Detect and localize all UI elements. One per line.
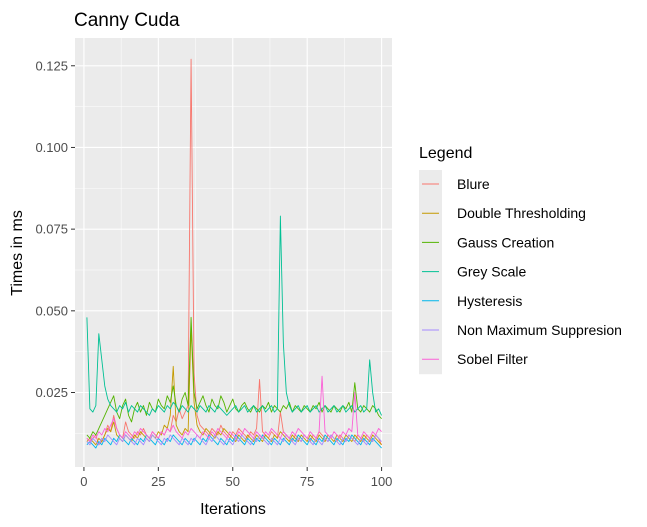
x-tick-label: 0	[80, 474, 87, 489]
x-tick-label: 100	[371, 474, 393, 489]
legend-label: Hysteresis	[457, 293, 522, 309]
y-tick-label: 0.075	[35, 222, 68, 237]
y-axis: 0.025 0.050 0.075 0.100 0.125	[35, 58, 75, 400]
plot-panel	[75, 38, 392, 467]
y-tick-label: 0.025	[35, 385, 68, 400]
x-tick-label: 50	[226, 474, 240, 489]
legend-label: Blure	[457, 176, 490, 192]
x-axis: 0 25 50 75 100	[80, 467, 392, 489]
x-tick-label: 75	[300, 474, 314, 489]
series-line-sobel-filter	[86, 375, 382, 442]
legend-label: Grey Scale	[457, 264, 526, 280]
series-line-hysteresis	[86, 434, 382, 449]
series-line-double-thresholding	[86, 326, 382, 446]
x-axis-title: Iterations	[200, 501, 266, 518]
x-tick-label: 25	[151, 474, 165, 489]
y-tick-label: 0.050	[35, 303, 68, 318]
chart-title: Canny Cuda	[74, 10, 180, 31]
legend-label: Double Thresholding	[457, 205, 586, 221]
y-tick-label: 0.100	[35, 140, 68, 155]
y-tick-label: 0.125	[35, 58, 68, 73]
legend-label: Non Maximum Suppresion	[457, 322, 622, 338]
legend-label: Sobel Filter	[457, 351, 528, 367]
y-axis-title: Times in ms	[9, 210, 26, 296]
series-line-gauss-creation	[86, 316, 382, 439]
series-lines	[86, 58, 382, 449]
series-line-non-maximum-suppresion	[86, 434, 382, 446]
major-gridlines	[75, 38, 392, 467]
legend: Blure Double Thresholding Gauss Creation Gr…	[419, 170, 622, 375]
legend-label: Gauss Creation	[457, 234, 554, 250]
series-line-grey-scale	[86, 215, 382, 416]
legend-title: Legend	[419, 145, 472, 162]
